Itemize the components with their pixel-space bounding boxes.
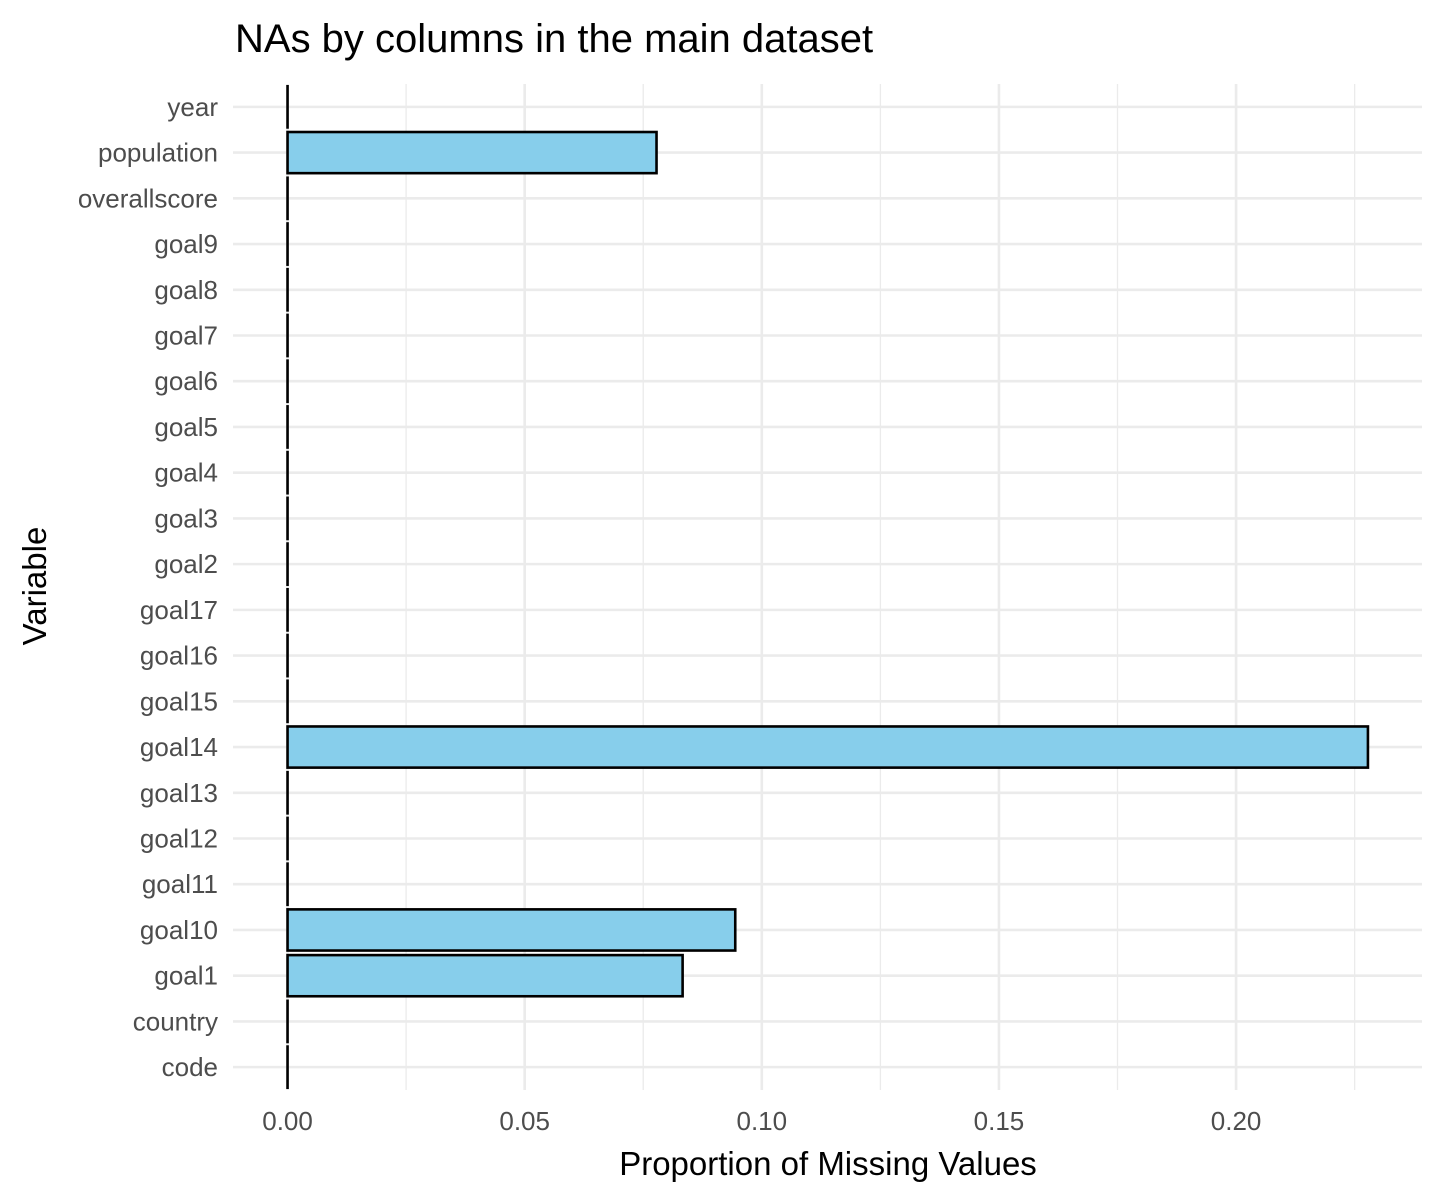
- x-tick-label: 0.15: [974, 1106, 1025, 1136]
- y-tick-label: goal15: [140, 686, 218, 716]
- x-tick-label: 0.00: [262, 1106, 313, 1136]
- chart-title: NAs by columns in the main dataset: [235, 17, 873, 61]
- y-tick-label: goal1: [154, 961, 218, 991]
- bars: [286, 84, 1370, 1090]
- y-tick-label: goal11: [142, 869, 218, 899]
- bar-goal10: [286, 908, 737, 952]
- y-tick-label: year: [167, 92, 218, 122]
- y-tick-label: goal8: [154, 275, 218, 305]
- y-tick-label: population: [98, 138, 218, 168]
- y-tick-label: code: [162, 1052, 218, 1082]
- y-tick-label: goal5: [154, 412, 218, 442]
- y-tick-labels: code country goal1 goal10 goal11 goal12 goal13…: [78, 92, 219, 1082]
- y-tick-label: goal17: [140, 595, 218, 625]
- y-tick-label: goal12: [140, 824, 218, 854]
- y-tick-label: country: [133, 1006, 218, 1036]
- y-axis-title: Variable: [16, 527, 53, 646]
- y-tick-label: goal2: [154, 549, 218, 579]
- x-tick-label: 0.20: [1211, 1106, 1262, 1136]
- y-tick-label: goal14: [140, 732, 218, 762]
- y-tick-label: overallscore: [78, 183, 218, 213]
- y-tick-label: goal13: [140, 778, 218, 808]
- bar-population: [286, 130, 658, 175]
- bar-goal14: [286, 725, 1370, 769]
- y-tick-label: goal4: [154, 458, 218, 488]
- y-tick-label: goal10: [140, 915, 218, 945]
- y-tick-label: goal3: [154, 503, 218, 533]
- x-tick-label: 0.05: [499, 1106, 550, 1136]
- y-tick-label: goal6: [154, 366, 218, 396]
- y-tick-label: goal9: [154, 229, 218, 259]
- bar-goal1: [286, 953, 684, 998]
- x-axis-title: Proportion of Missing Values: [619, 1145, 1037, 1182]
- y-tick-label: goal16: [140, 641, 218, 671]
- y-tick-label: goal7: [154, 321, 218, 351]
- x-tick-label: 0.10: [737, 1106, 788, 1136]
- x-tick-labels: 0.00 0.05 0.10 0.15 0.20: [262, 1106, 1261, 1136]
